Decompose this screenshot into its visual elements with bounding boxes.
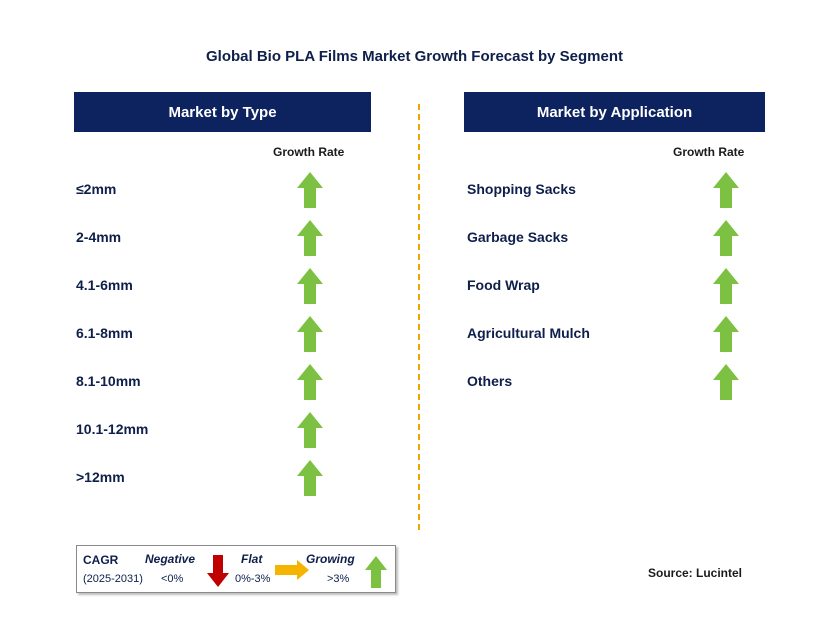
type_panel-row-label: 10.1-12mm xyxy=(76,421,149,437)
legend-negative-range: <0% xyxy=(161,573,184,585)
panel-divider xyxy=(418,104,420,530)
application_panel-row-label: Food Wrap xyxy=(467,277,540,293)
chart-title: Global Bio PLA Films Market Growth Forec… xyxy=(205,48,624,65)
legend-period: (2025-2031) xyxy=(83,573,143,585)
flat-arrow-icon xyxy=(275,560,309,580)
source-note: Source: Lucintel xyxy=(648,566,743,580)
legend-flat-label: Flat xyxy=(241,552,263,566)
legend: CAGR (2025-2031) Negative <0% Flat 0%-3%… xyxy=(76,545,396,593)
growing-arrow-icon xyxy=(713,316,739,352)
growing-arrow-icon xyxy=(713,220,739,256)
growing-arrow-icon xyxy=(297,460,323,496)
type_panel-row-label: ≤2mm xyxy=(76,181,117,197)
negative-arrow-icon xyxy=(207,555,229,587)
application_panel-row-label: Agricultural Mulch xyxy=(467,325,590,341)
growing-arrow-icon xyxy=(713,364,739,400)
growing-arrow-icon xyxy=(713,268,739,304)
application-panel-header: Market by Application xyxy=(464,92,765,132)
application_panel-row-label: Shopping Sacks xyxy=(467,181,576,197)
application_panel-row-label: Garbage Sacks xyxy=(467,229,569,245)
application_panel-row-label: Others xyxy=(467,373,513,389)
type_panel-row-label: 4.1-6mm xyxy=(76,277,133,293)
growing-arrow-icon xyxy=(713,172,739,208)
legend-growing-range: >3% xyxy=(327,573,350,585)
growing-arrow-icon xyxy=(297,268,323,304)
legend-flat-range: 0%-3% xyxy=(235,573,271,585)
type_panel-row-label: 8.1-10mm xyxy=(76,373,141,389)
type_panel-row-label: 6.1-8mm xyxy=(76,325,133,341)
application-growth-rate-label: Growth Rate xyxy=(673,145,745,159)
type_panel-row-label: >12mm xyxy=(76,469,125,485)
legend-growing-label: Growing xyxy=(306,552,355,566)
growing-arrow-icon xyxy=(365,556,387,588)
type-panel-header: Market by Type xyxy=(74,92,371,132)
growing-arrow-icon xyxy=(297,172,323,208)
growing-arrow-icon xyxy=(297,364,323,400)
growing-arrow-icon xyxy=(297,412,323,448)
growing-arrow-icon xyxy=(297,316,323,352)
legend-cagr-label: CAGR xyxy=(83,553,119,567)
type-growth-rate-label: Growth Rate xyxy=(273,145,345,159)
type_panel-row-label: 2-4mm xyxy=(76,229,122,245)
growing-arrow-icon xyxy=(297,220,323,256)
legend-negative-label: Negative xyxy=(145,552,196,566)
